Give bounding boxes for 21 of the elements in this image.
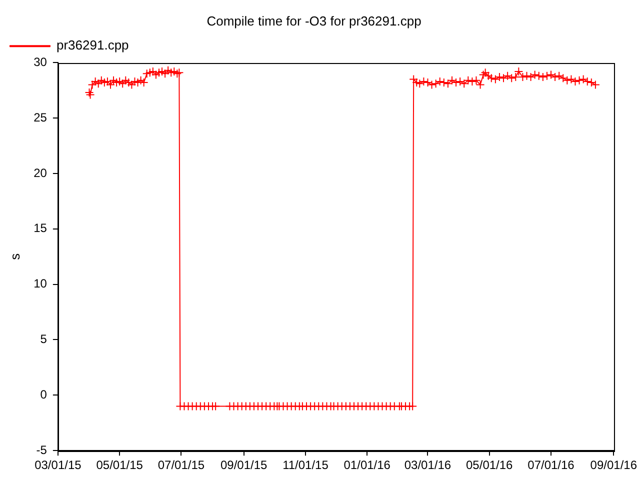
- x-tick-label: 05/01/15: [96, 458, 144, 472]
- x-tick-label: 09/01/15: [220, 458, 268, 472]
- y-tick-label: 0: [40, 387, 48, 402]
- y-axis-title: s: [7, 252, 22, 260]
- x-tick-label: 03/01/15: [34, 458, 82, 472]
- chart-title: Compile time for -O3 for pr36291.cpp: [206, 13, 422, 28]
- x-tick-label: 07/01/15: [158, 458, 205, 472]
- y-tick-label: 10: [34, 276, 48, 291]
- x-tick-label: 11/01/15: [282, 458, 329, 472]
- legend-label: pr36291.cpp: [56, 38, 129, 53]
- y-tick-label: 20: [34, 166, 48, 180]
- y-tick-label: 15: [34, 221, 48, 236]
- y-tick-label: 30: [34, 54, 48, 69]
- y-tick-label: 25: [34, 110, 48, 124]
- x-tick-label: 01/01/16: [344, 458, 391, 472]
- y-tick-label: -5: [36, 442, 48, 457]
- x-tick-label: 05/01/16: [466, 458, 514, 472]
- x-tick-label: 07/01/16: [528, 458, 575, 472]
- x-tick-label: 03/01/16: [404, 458, 452, 472]
- x-tick-label: 09/01/16: [590, 458, 638, 472]
- y-tick-label: 5: [40, 332, 48, 346]
